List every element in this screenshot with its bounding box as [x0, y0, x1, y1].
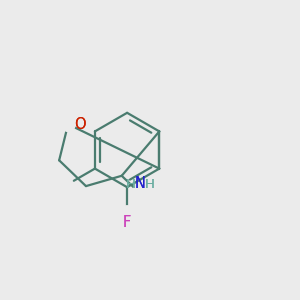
Text: N: N	[135, 176, 146, 191]
Text: O: O	[74, 117, 86, 132]
Text: F: F	[123, 215, 131, 230]
Text: H: H	[145, 178, 154, 191]
Text: H: H	[145, 178, 154, 191]
Circle shape	[122, 206, 133, 217]
Text: N: N	[135, 176, 146, 191]
Text: H: H	[126, 178, 136, 191]
Circle shape	[132, 185, 149, 202]
Text: F: F	[123, 215, 131, 230]
Circle shape	[61, 117, 75, 131]
Text: H: H	[126, 178, 136, 191]
Text: O: O	[74, 117, 86, 132]
